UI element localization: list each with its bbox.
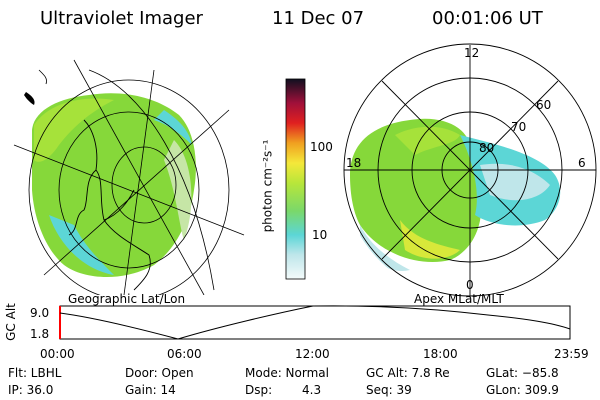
altitude-xtick-0600: 06:00 (167, 347, 202, 361)
door-readout: Door: Open (125, 366, 194, 380)
colorbar-scale (285, 78, 306, 280)
seq-readout: Seq: 39 (366, 383, 412, 397)
glon-readout: GLon: 309.9 (486, 383, 559, 397)
time-label: 00:01:06 UT (432, 8, 543, 29)
dsp-value: 4.3 (302, 383, 322, 397)
dsp-label: Dsp: (245, 383, 273, 397)
altitude-ylabel: GC Alt (3, 303, 18, 341)
mlt-label-6: 6 (578, 156, 586, 170)
geographic-image (13, 59, 245, 295)
mlat-label-70: 70 (511, 120, 527, 134)
mlt-label-18: 18 (346, 156, 362, 170)
date-label: 11 Dec 07 (272, 8, 365, 29)
altitude-xtick-2359: 23:59 (554, 347, 589, 361)
right-panel-caption: Apex MLat/MLT (414, 292, 504, 306)
altitude-ytick-9: 9.0 (30, 306, 50, 320)
altitude-plot (59, 305, 571, 340)
app-title: Ultraviolet Imager (40, 8, 203, 29)
mlt-label-12: 12 (464, 46, 480, 60)
colorbar-unit-label: photon cm⁻²s⁻¹ (260, 139, 275, 233)
mode-readout: Mode: Normal (245, 366, 329, 380)
gain-readout: Gain: 14 (125, 383, 176, 397)
landmass (24, 92, 35, 105)
mlat-label-80: 80 (479, 141, 495, 155)
glat-readout: GLat: −85.8 (486, 366, 559, 380)
apex-polar-image (343, 43, 597, 297)
altitude-ytick-1.8: 1.8 (30, 327, 50, 341)
colorbar-tick-10: 10 (312, 228, 328, 242)
ip-readout: IP: 36.0 (8, 383, 54, 397)
emission-patch (34, 98, 114, 162)
emission-patch (154, 110, 192, 145)
mlat-label-60: 60 (536, 98, 552, 112)
altitude-xtick-1200: 12:00 (295, 347, 330, 361)
altitude-xtick-0000: 00:00 (40, 347, 75, 361)
altitude-xtick-1800: 18:00 (423, 347, 458, 361)
mlt-label-0: 0 (466, 278, 474, 292)
filter-readout: Flt: LBHL (8, 366, 62, 380)
left-panel-caption: Geographic Lat/Lon (68, 292, 186, 306)
colorbar-tick-100: 100 (310, 140, 333, 154)
gc-alt-readout: GC Alt: 7.8 Re (366, 366, 450, 380)
altitude-curve (59, 305, 571, 340)
colorbar (285, 78, 306, 280)
